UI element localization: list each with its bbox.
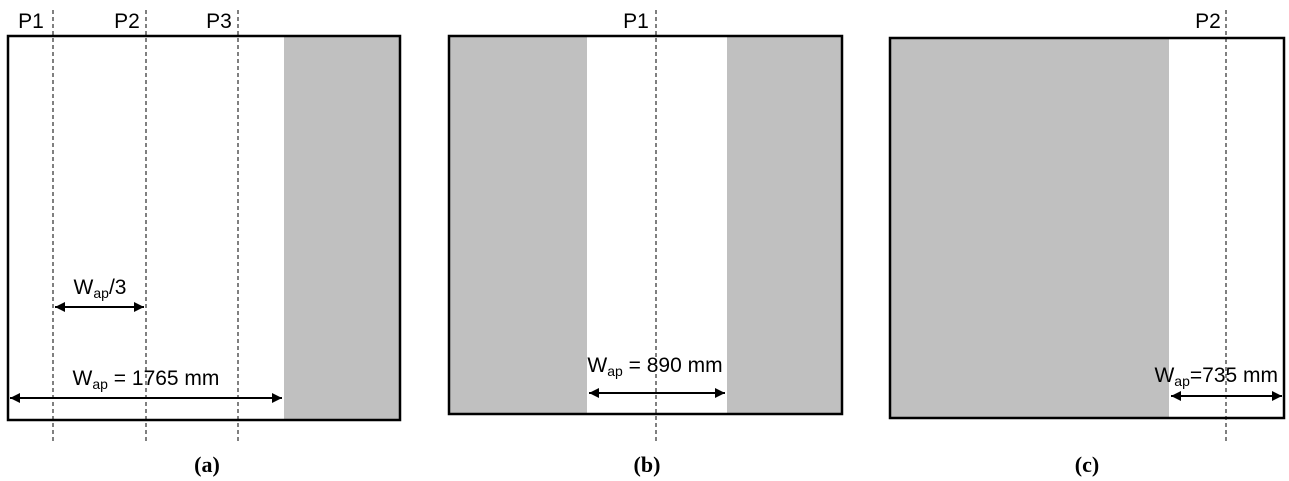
label-part: ap	[92, 376, 108, 392]
shaded-region	[284, 36, 400, 420]
label-part: ap	[607, 363, 623, 379]
marker-label: P2	[114, 10, 140, 33]
dimension-label: Wap=735 mm	[1154, 364, 1278, 389]
dimension-label: Wap = 1765 mm	[73, 367, 220, 392]
label-part: = 1765 mm	[108, 367, 219, 390]
marker-label: P3	[206, 10, 232, 33]
frame	[447, 34, 844, 416]
caption: (c)	[1075, 452, 1099, 477]
label-part: W	[73, 367, 93, 390]
shaded-region	[449, 36, 587, 414]
frame	[6, 34, 402, 422]
label-part: W	[74, 276, 94, 299]
shaded-region	[727, 36, 842, 414]
label-part: = 890 mm	[623, 354, 723, 377]
dimension-label: Wap/3	[74, 276, 127, 301]
shaded-region	[890, 38, 1169, 418]
label-part: =735 mm	[1190, 364, 1278, 387]
label-part: /3	[109, 276, 127, 299]
label-part: ap	[1174, 373, 1190, 389]
label-part: ap	[93, 285, 109, 301]
panel-c: P2 Wap=735 mm (c)	[888, 10, 1286, 477]
marker-label: P1	[623, 10, 649, 33]
frame	[888, 36, 1286, 420]
caption: (a)	[194, 452, 220, 477]
dimension-label: Wap = 890 mm	[587, 354, 722, 379]
caption: (b)	[634, 452, 661, 477]
label-part: W	[587, 354, 607, 377]
marker-label: P1	[18, 10, 44, 33]
panel-b: P1 Wap = 890 mm (b)	[447, 10, 844, 477]
marker-label: P2	[1195, 10, 1221, 33]
panel-a: P1 P2 P3 Wap/3 Wap = 1765 mm (a)	[6, 10, 402, 477]
label-part: W	[1154, 364, 1174, 387]
